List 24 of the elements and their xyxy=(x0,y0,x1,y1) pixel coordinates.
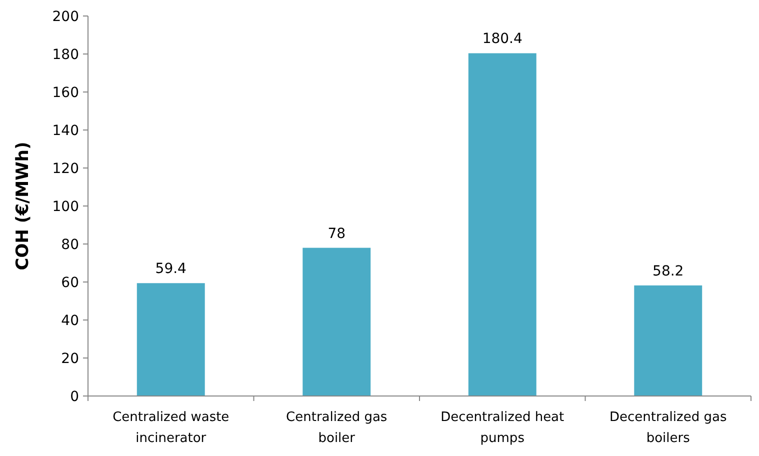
y-tick-label: 0 xyxy=(70,388,79,405)
bar xyxy=(634,285,702,396)
bar xyxy=(302,248,371,396)
y-tick-label: 120 xyxy=(52,160,79,177)
y-tick-label: 180 xyxy=(52,46,79,63)
y-tick-label: 160 xyxy=(52,84,79,101)
data-label: 78 xyxy=(328,226,346,242)
bar xyxy=(136,283,205,396)
x-tick-label: Decentralized gas boilers xyxy=(610,410,727,446)
x-tick-label: Centralized gas boiler xyxy=(286,410,388,446)
y-tick-label: 20 xyxy=(61,350,79,367)
y-tick-label: 140 xyxy=(52,122,79,139)
data-label: 59.4 xyxy=(155,261,187,278)
y-tick-label: 60 xyxy=(61,274,79,291)
y-tick-label: 40 xyxy=(61,312,79,329)
y-tick-label: 100 xyxy=(52,198,79,215)
data-label: 180.4 xyxy=(482,31,522,48)
x-tick-label: Decentralized heat pumps xyxy=(440,410,564,446)
x-tick-label: Centralized waste incinerator xyxy=(112,410,230,446)
y-tick-label: 200 xyxy=(52,8,79,25)
bar xyxy=(468,53,536,396)
y-tick-label: 80 xyxy=(61,236,79,253)
data-label: 58.2 xyxy=(652,263,684,280)
y-axis-title: COH (€/MWh) xyxy=(13,142,33,270)
